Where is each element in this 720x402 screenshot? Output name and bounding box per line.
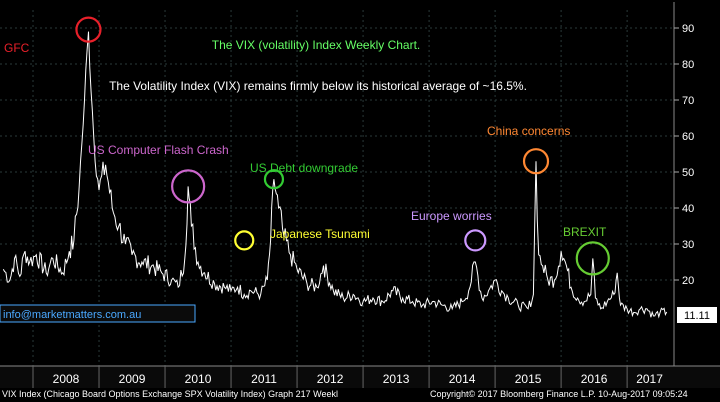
- last-value-badge: 11.11: [677, 307, 717, 323]
- annotation-label: US Computer Flash Crash: [88, 143, 229, 157]
- y-tick-label: 20: [682, 275, 694, 287]
- y-tick-label: 80: [682, 59, 694, 71]
- annotation-label: GFC: [4, 41, 30, 55]
- x-tick-label: 2017: [636, 372, 663, 386]
- last-value-label: 11.11: [684, 310, 710, 322]
- footer-bar: [0, 388, 720, 402]
- y-tick-label: 90: [682, 23, 694, 35]
- annotation-circle: [464, 229, 487, 252]
- y-tick-label: 50: [682, 167, 694, 179]
- y-tick-label: 30: [682, 239, 694, 251]
- annotation-circle: [522, 148, 550, 175]
- vix-series-line: [2, 31, 668, 319]
- watermark: info@marketmatters.com.au: [3, 309, 141, 321]
- annotation-label: BREXIT: [563, 225, 607, 239]
- annotation-label: China concerns: [487, 124, 570, 138]
- x-tick-label: 2010: [185, 372, 212, 386]
- x-tick-label: 2008: [53, 372, 80, 386]
- annotation-circle: [263, 169, 285, 190]
- annotation-label: Europe worries: [411, 209, 492, 223]
- watermark-box: [0, 304, 196, 323]
- x-tick-label: 2012: [317, 372, 344, 386]
- footer-source: VIX Index (Chicago Board Options Exchang…: [2, 389, 339, 399]
- y-tick-label: 60: [682, 131, 694, 143]
- annotation-circle: [575, 241, 610, 276]
- annotation-circle: [75, 16, 102, 43]
- x-tick-label: 2013: [383, 372, 410, 386]
- x-tick-label: 2015: [515, 372, 542, 386]
- x-axis: 2008 2009 2010 2011 2012 2013 2014 2015 2016 2017: [0, 365, 720, 388]
- year-band: [0, 366, 720, 388]
- y-axis: 20 30 40 50 60 70 80 90: [673, 2, 694, 366]
- annotation-circle: [171, 169, 206, 204]
- annotation-circle: [234, 230, 255, 251]
- annotation-markers: GFC US Computer Flash Crash US Debt downgr…: [4, 16, 610, 276]
- y-tick-label: 70: [682, 95, 694, 107]
- footer-copyright: Copyright© 2017 Bloomberg Finance L.P. 1…: [430, 389, 688, 399]
- chart-subtitle: The Volatility Index (VIX) remains firml…: [109, 79, 527, 93]
- x-tick-label: 2014: [449, 372, 476, 386]
- x-tick-label: 2011: [251, 372, 277, 386]
- x-tick-label: 2016: [581, 372, 608, 386]
- annotation-label: US Debt downgrade: [250, 161, 358, 175]
- x-tick-label: 2009: [119, 372, 146, 386]
- annotation-label: Japanese Tsunami: [270, 227, 370, 241]
- y-tick-label: 40: [682, 203, 694, 215]
- chart-title: The VIX (volatility) Index Weekly Chart.: [212, 38, 421, 52]
